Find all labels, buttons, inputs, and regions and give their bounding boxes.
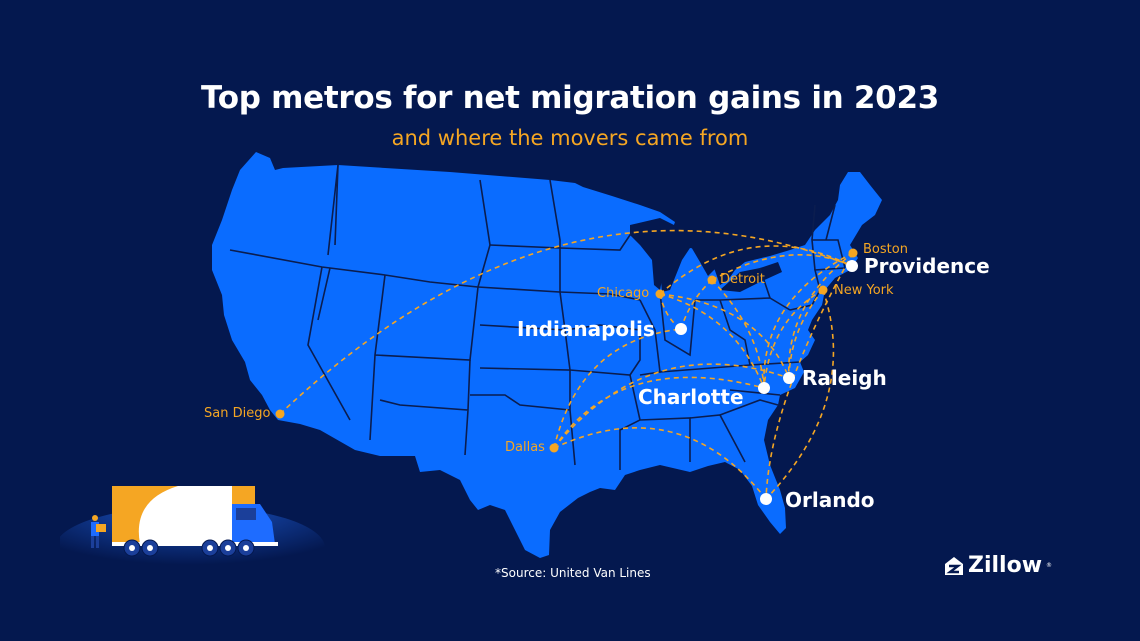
label-dallas: Dallas (505, 440, 545, 455)
label-raleigh: Raleigh (802, 366, 887, 390)
label-charlotte: Charlotte (638, 385, 744, 409)
label-providence: Providence (864, 254, 990, 278)
page-subtitle: and where the movers came from (391, 126, 749, 150)
truck-window (236, 508, 256, 520)
origin-dot-new-york (818, 285, 828, 295)
dest-dot-indianapolis (675, 323, 687, 335)
label-new-york: New York (834, 283, 894, 298)
origin-dot-chicago (655, 289, 665, 299)
registered-mark: ® (1046, 562, 1053, 569)
great-lakes-shape (630, 218, 782, 292)
label-detroit: Detroit (720, 272, 765, 287)
label-boston: Boston (863, 242, 908, 257)
dest-dot-providence (846, 260, 858, 272)
zillow-logo: Zillow ® (944, 553, 1052, 578)
moving-truck-illustration (60, 486, 325, 590)
wheel-hubs (129, 545, 249, 551)
origin-dot-boston (848, 248, 858, 258)
source-note: *Source: United Van Lines (495, 566, 651, 580)
origin-dots (275, 248, 858, 453)
truck-box-white-panel (138, 486, 232, 544)
state-borders (229, 164, 846, 470)
label-san-diego: San Diego (204, 406, 271, 421)
label-orlando: Orlando (785, 488, 875, 512)
origin-dot-san-diego (275, 409, 285, 419)
destination-dots (675, 260, 858, 505)
truck-wheels (123, 539, 255, 557)
page-title: Top metros for net migration gains in 20… (200, 80, 939, 116)
dest-dot-charlotte (758, 382, 770, 394)
label-chicago: Chicago (597, 286, 650, 301)
zillow-house-icon (945, 556, 963, 575)
mover-person-icon (91, 515, 106, 548)
dest-dot-raleigh (783, 372, 795, 384)
dest-dot-orlando (760, 493, 772, 505)
truck-bumper (112, 542, 278, 546)
us-mainland-shape (212, 152, 882, 558)
origin-dot-dallas (549, 443, 559, 453)
origin-dot-detroit (707, 275, 717, 285)
migration-arcs (279, 229, 854, 500)
label-indianapolis: Indianapolis (517, 317, 655, 341)
zillow-logo-text: Zillow (968, 553, 1043, 578)
